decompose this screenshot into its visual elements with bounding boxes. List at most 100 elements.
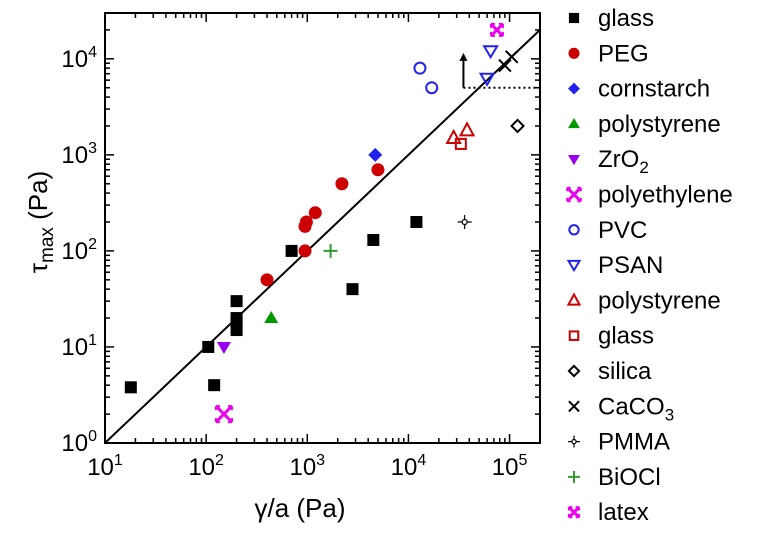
data-point	[371, 163, 385, 177]
data-point	[264, 311, 279, 324]
legend-marker	[567, 364, 581, 378]
data-point	[489, 22, 504, 37]
legend-label: silica	[598, 358, 652, 385]
legend-label: cornstarch	[598, 76, 710, 103]
plot-frame	[104, 12, 541, 444]
data-point	[510, 118, 525, 134]
legend-entry: polyethylene	[566, 182, 733, 209]
legend-label: BiOCl	[598, 464, 661, 491]
data-point	[323, 243, 338, 258]
data-point	[346, 283, 359, 296]
x-tick-label: 102	[188, 452, 224, 481]
data-point	[208, 379, 221, 392]
series-5	[214, 405, 234, 424]
data-point	[367, 233, 380, 246]
series-10	[510, 118, 525, 134]
plot-area	[104, 12, 541, 444]
bound-arrow-head	[459, 52, 468, 61]
legend-label: PEG	[598, 40, 649, 67]
data-point	[216, 341, 231, 354]
legend-entry: silica	[567, 358, 652, 385]
y-tick-label: 102	[61, 236, 97, 265]
legend-marker	[568, 224, 580, 236]
x-axis-label: γ/a (Pa)	[254, 493, 345, 523]
legend-marker	[568, 82, 580, 95]
legend-entry: ZrO2	[568, 146, 649, 177]
data-points	[124, 22, 525, 424]
legend-marker	[566, 186, 582, 203]
legend-entry: CaCO3	[568, 393, 674, 424]
legend-label: glass	[598, 323, 654, 350]
series-8	[445, 121, 476, 144]
data-point	[202, 340, 215, 353]
legend-marker	[566, 259, 582, 273]
data-point	[308, 206, 322, 220]
legend-marker	[566, 292, 582, 306]
legend-marker	[568, 435, 580, 448]
series-12	[457, 215, 472, 229]
legend-label: polystyrene	[598, 287, 721, 314]
legend-entry: glass	[568, 323, 654, 350]
legend-marker	[568, 154, 580, 166]
legend-entry: PEG	[568, 40, 649, 67]
data-point	[425, 81, 439, 95]
legend-entry: polystyrene	[566, 287, 721, 314]
legend-label: PMMA	[598, 429, 670, 456]
legend-label: glass	[598, 5, 654, 32]
data-point	[413, 61, 427, 75]
series-6	[413, 61, 439, 95]
x-tick-label: 105	[492, 452, 528, 481]
reference-line	[105, 29, 540, 443]
y-tick-label: 101	[61, 332, 97, 361]
data-point	[335, 177, 349, 191]
data-point	[285, 244, 298, 257]
series-13	[323, 243, 338, 258]
legend-marker	[568, 117, 580, 129]
legend-entry: PVC	[568, 217, 647, 244]
legend-marker	[568, 400, 580, 413]
legend-marker	[568, 470, 580, 483]
data-point	[454, 137, 467, 150]
legend-entry: BiOCl	[568, 464, 661, 491]
x-tick-label: 104	[391, 452, 427, 481]
legend-entry: glass	[568, 5, 654, 32]
legend-marker	[568, 330, 580, 341]
legend-entry: PSAN	[566, 252, 663, 279]
legend-label: PVC	[598, 217, 647, 244]
data-point	[368, 147, 383, 162]
series-9	[454, 137, 467, 150]
data-point	[230, 324, 243, 337]
data-point	[298, 244, 312, 258]
legend: glass PEG cornstarch polystyrene ZrO2 polyeth…	[566, 5, 733, 526]
legend-marker	[568, 47, 580, 59]
y-tick-label: 104	[61, 44, 97, 73]
data-point	[458, 121, 476, 137]
data-point	[504, 50, 519, 64]
data-point	[410, 216, 423, 229]
series-7	[478, 45, 499, 87]
x-tick-label: 103	[289, 452, 325, 481]
series-1	[260, 163, 385, 287]
data-point	[299, 215, 313, 229]
legend-label: polystyrene	[598, 111, 721, 138]
data-point	[230, 295, 243, 308]
series-0	[124, 216, 423, 394]
legend-marker	[568, 12, 580, 24]
data-point	[482, 45, 499, 60]
legend-label: CaCO3	[598, 393, 674, 424]
legend-label: ZrO2	[598, 146, 649, 177]
data-point	[478, 72, 496, 87]
data-point	[124, 381, 137, 394]
legend-label: polyethylene	[598, 182, 733, 209]
y-tick-label: 100	[61, 428, 97, 457]
legend-entry: PMMA	[568, 429, 670, 456]
data-point	[260, 273, 274, 287]
series-11	[498, 50, 519, 73]
legend-label: latex	[598, 499, 649, 526]
data-point	[214, 405, 234, 424]
legend-entry: polystyrene	[568, 111, 721, 138]
data-point	[457, 215, 472, 229]
series-14	[489, 22, 504, 37]
